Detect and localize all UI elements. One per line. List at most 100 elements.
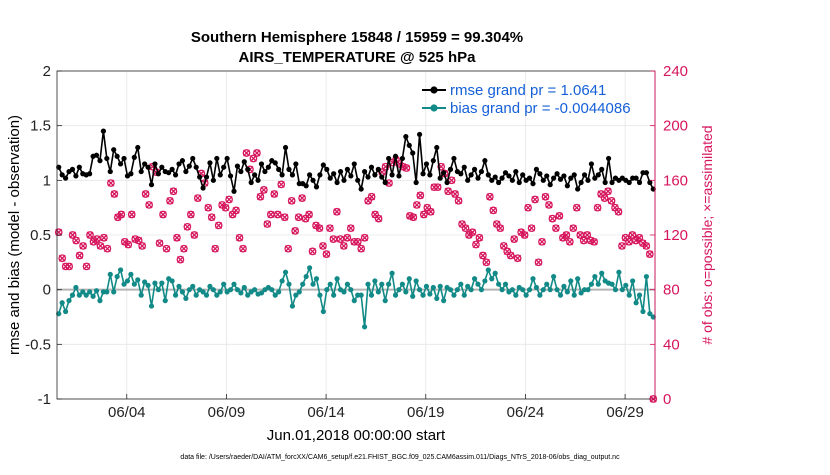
rmse-point [131,154,137,160]
bias-point [276,289,282,295]
rmse-point [379,174,385,180]
obs-count-point [444,187,452,196]
rmse-point [272,160,278,166]
rmse-point [348,173,354,179]
obs-count-point [124,240,133,249]
obs-possible-marker [287,196,296,205]
rmse-point [214,155,220,162]
obs-count-point [235,233,244,242]
obs-possible-marker [506,251,515,260]
obs-possible-marker [541,192,550,201]
rmse-point [526,175,533,181]
bias-point [310,281,316,287]
rmse-point [557,176,564,182]
obs-possible-marker [249,154,258,163]
obs-possible-marker [444,187,452,196]
bias-point [245,292,251,298]
bias-point [502,281,509,287]
obs-possible-marker [232,206,240,215]
x-tick-label: 06/09 [208,404,246,421]
obs-assimilated-marker [222,204,230,212]
obs-possible-marker [277,180,286,189]
rmse-point [499,175,505,181]
bias-point [317,292,323,298]
obs-assimilated-marker [232,206,240,214]
legend-rmse-marker [430,86,438,94]
obs-possible-marker [486,192,494,201]
obs-count-point [173,233,181,242]
rmse-point [537,171,543,177]
obs-possible-marker [367,192,376,201]
obs-assimilated-marker [225,196,233,203]
obs-assimilated-marker [305,211,313,218]
rmse-point [145,164,151,170]
bias-point [83,292,89,298]
bias-point [282,269,289,275]
obs-possible-marker [155,239,164,248]
bias-point [375,289,381,295]
obs-possible-marker [239,244,247,253]
rmse-point [513,168,519,175]
rmse-point [190,155,196,162]
obs-assimilated-marker [548,215,556,223]
obs-possible-marker [531,195,539,204]
obs-assimilated-marker [298,194,306,202]
obs-count-point [100,233,108,242]
obs-count-point [416,191,425,200]
obs-possible-marker [308,247,317,256]
obs-possible-marker [319,242,327,250]
obs-assimilated-marker [413,201,421,209]
obs-assimilated-marker [183,223,191,231]
rmse-point [307,172,313,178]
obs-count-point [117,210,126,219]
obs-count-point [374,214,383,223]
obs-count-point [486,192,494,201]
obs-count-point [454,196,463,205]
bias-point [482,278,488,284]
rmse-point [413,179,419,186]
obs-possible-marker [176,255,185,264]
bias-point [296,289,302,295]
rmse-point [595,172,601,178]
obs-possible-marker [159,210,167,219]
obs-count-point [187,210,195,219]
rmse-point [427,172,433,178]
rmse-point [382,179,388,186]
bias-point [145,282,151,288]
rmse-point [117,161,124,167]
obs-count-point [190,231,199,239]
obs-possible-marker [256,192,265,201]
bias-point [159,280,165,286]
bias-point [623,282,629,288]
bias-point [612,287,619,293]
bias-point [344,281,351,287]
bias-point [609,281,615,287]
obs-possible-marker [242,149,251,157]
obs-possible-marker [600,194,609,202]
bias-point [69,292,76,298]
obs-possible-marker [166,196,174,205]
obs-assimilated-marker [128,211,136,218]
obs-count-point [412,201,421,209]
legend-bias-label: bias grand pr = -0.0044086 [450,100,631,117]
obs-assimilated-marker [277,180,285,188]
bias-point [286,281,292,287]
rmse-point [59,172,65,178]
rmse-point [547,182,553,188]
rmse-point [633,175,639,181]
bias-point [564,289,570,295]
bias-point [207,283,213,289]
bias-point [499,287,505,293]
rmse-point [368,164,375,170]
obs-assimilated-marker [416,191,424,199]
obs-possible-marker [527,224,536,233]
obs-possible-marker [284,244,293,253]
rmse-point [606,155,612,162]
obs-count-point [162,244,171,253]
obs-assimilated-marker [124,241,132,249]
x-tick-label: 06/29 [606,404,644,421]
obs-count-point [510,235,519,243]
obs-assimilated-marker [194,194,202,202]
obs-possible-marker [124,240,133,249]
obs-count-point [360,233,369,242]
